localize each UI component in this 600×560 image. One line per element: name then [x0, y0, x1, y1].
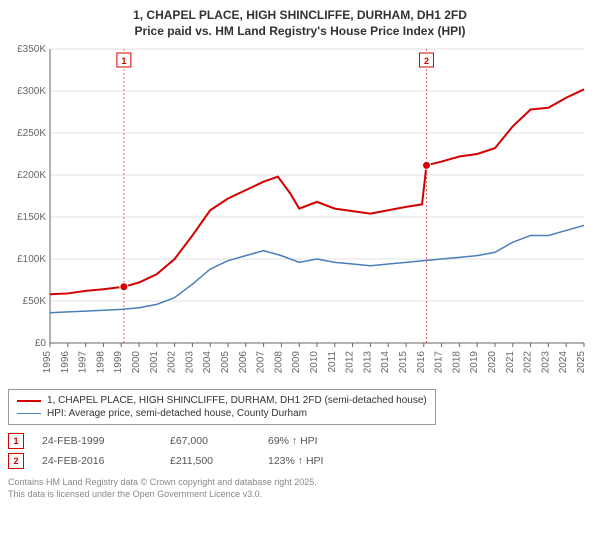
svg-text:2016: 2016	[416, 351, 427, 374]
svg-text:1997: 1997	[78, 351, 89, 374]
footer-line: Contains HM Land Registry data © Crown c…	[8, 477, 592, 489]
svg-text:1995: 1995	[42, 351, 53, 374]
svg-text:2014: 2014	[380, 351, 391, 374]
svg-text:2: 2	[424, 56, 429, 66]
svg-text:2007: 2007	[256, 351, 267, 374]
svg-text:2000: 2000	[131, 351, 142, 374]
svg-text:2001: 2001	[149, 351, 160, 374]
svg-text:2024: 2024	[558, 351, 569, 374]
marker-price: £67,000	[170, 435, 250, 447]
svg-text:1999: 1999	[113, 351, 124, 374]
legend-row: 1, CHAPEL PLACE, HIGH SHINCLIFFE, DURHAM…	[17, 394, 427, 407]
title-line-1: 1, CHAPEL PLACE, HIGH SHINCLIFFE, DURHAM…	[8, 8, 592, 24]
svg-text:2021: 2021	[505, 351, 516, 374]
svg-text:2013: 2013	[362, 351, 373, 374]
svg-text:2004: 2004	[202, 351, 213, 374]
svg-text:2005: 2005	[220, 351, 231, 374]
footer-line: This data is licensed under the Open Gov…	[8, 489, 592, 501]
svg-text:2010: 2010	[309, 351, 320, 374]
legend-label: 1, CHAPEL PLACE, HIGH SHINCLIFFE, DURHAM…	[47, 395, 427, 406]
svg-text:2022: 2022	[523, 351, 534, 374]
legend-swatch	[17, 400, 41, 402]
svg-text:2018: 2018	[451, 351, 462, 374]
svg-text:1996: 1996	[60, 351, 71, 374]
svg-text:£50K: £50K	[23, 296, 47, 307]
marker-badge: 1	[8, 433, 24, 449]
svg-text:2006: 2006	[238, 351, 249, 374]
svg-text:2017: 2017	[434, 351, 445, 374]
svg-text:2020: 2020	[487, 351, 498, 374]
svg-text:£300K: £300K	[17, 86, 46, 97]
svg-text:2008: 2008	[273, 351, 284, 374]
svg-text:£250K: £250K	[17, 128, 46, 139]
marker-row: 1 24-FEB-1999 £67,000 69% ↑ HPI	[8, 431, 592, 451]
marker-date: 24-FEB-1999	[42, 435, 152, 447]
marker-delta: 123% ↑ HPI	[268, 455, 378, 467]
marker-delta: 69% ↑ HPI	[268, 435, 378, 447]
legend-swatch	[17, 413, 41, 415]
marker-badge: 2	[8, 453, 24, 469]
legend-row: HPI: Average price, semi-detached house,…	[17, 407, 427, 420]
line-chart: £0 £50K £100K £150K £200K £250K £300K £350K 1995…	[8, 43, 588, 383]
svg-text:2025: 2025	[576, 351, 587, 374]
svg-text:£100K: £100K	[17, 254, 46, 265]
marker-price: £211,500	[170, 455, 250, 467]
svg-text:2011: 2011	[327, 351, 338, 373]
chart-area: £0 £50K £100K £150K £200K £250K £300K £350K 1995…	[8, 43, 592, 383]
svg-text:2003: 2003	[184, 351, 195, 374]
svg-text:2019: 2019	[469, 351, 480, 374]
legend: 1, CHAPEL PLACE, HIGH SHINCLIFFE, DURHAM…	[8, 389, 436, 425]
svg-text:2015: 2015	[398, 351, 409, 374]
svg-text:1: 1	[121, 56, 126, 66]
marker-row: 2 24-FEB-2016 £211,500 123% ↑ HPI	[8, 451, 592, 471]
svg-text:2023: 2023	[540, 351, 551, 374]
marker-table: 1 24-FEB-1999 £67,000 69% ↑ HPI 2 24-FEB…	[8, 431, 592, 471]
svg-text:£200K: £200K	[17, 170, 46, 181]
title-line-2: Price paid vs. HM Land Registry's House …	[8, 24, 592, 40]
svg-text:£350K: £350K	[17, 44, 46, 55]
svg-text:£150K: £150K	[17, 212, 46, 223]
marker-date: 24-FEB-2016	[42, 455, 152, 467]
chart-title: 1, CHAPEL PLACE, HIGH SHINCLIFFE, DURHAM…	[8, 8, 592, 39]
svg-text:2009: 2009	[291, 351, 302, 374]
legend-label: HPI: Average price, semi-detached house,…	[47, 408, 307, 419]
footer: Contains HM Land Registry data © Crown c…	[8, 477, 592, 500]
svg-text:2012: 2012	[345, 351, 356, 374]
svg-text:1998: 1998	[95, 351, 106, 374]
svg-text:£0: £0	[35, 338, 47, 349]
svg-text:2002: 2002	[167, 351, 178, 374]
